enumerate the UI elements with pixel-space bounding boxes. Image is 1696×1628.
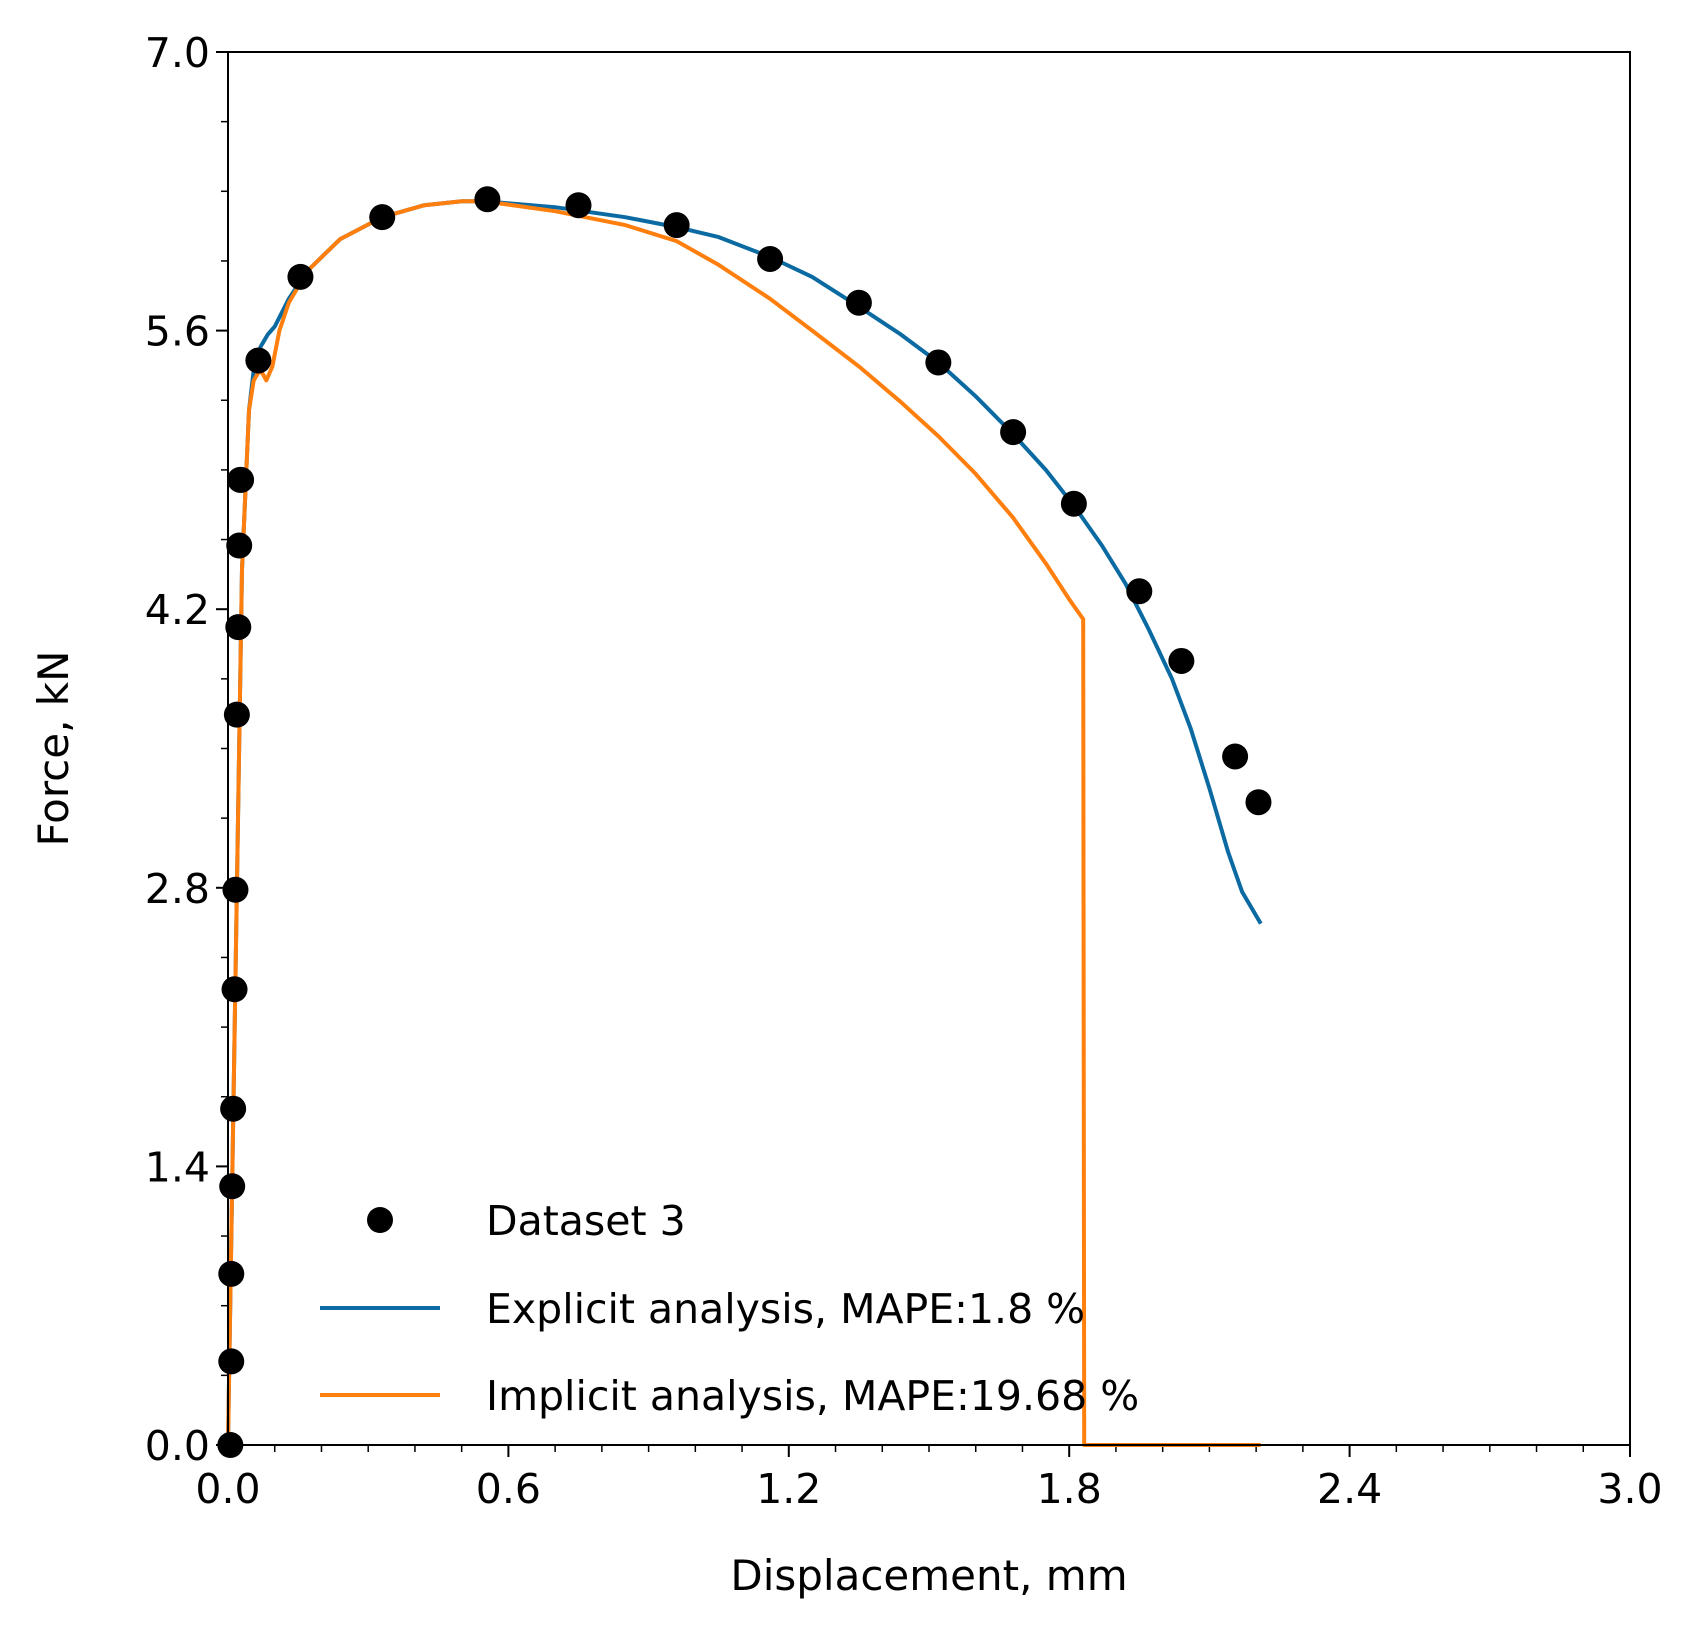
data-point (1245, 789, 1272, 816)
data-point (228, 466, 255, 493)
data-point (1060, 490, 1087, 517)
legend-label-dataset-3: Dataset 3 (486, 1197, 686, 1245)
legend-label-implicit-analysis: Implicit analysis, MAPE:19.68 % (486, 1372, 1139, 1420)
data-point (222, 876, 249, 903)
data-point (225, 614, 252, 641)
y-tick-label: 7.0 (145, 29, 210, 77)
data-point (223, 701, 250, 728)
data-point (1168, 647, 1195, 674)
data-point (663, 212, 690, 239)
y-tick-label: 1.4 (145, 1143, 210, 1191)
legend: Dataset 3 Explicit analysis, MAPE:1.8 % … (320, 1197, 1139, 1420)
y-tick-label: 4.2 (145, 586, 210, 634)
data-point (474, 186, 501, 213)
x-tick-label: 3.0 (1597, 1465, 1662, 1513)
data-point (226, 532, 253, 559)
y-tick-label: 5.6 (145, 308, 210, 356)
data-point (757, 245, 784, 272)
series-layer (217, 186, 1272, 1458)
x-tick-label: 0.6 (476, 1465, 541, 1513)
data-point (219, 1173, 246, 1200)
axis-ticks (216, 51, 1631, 1457)
x-axis-label: Displacement, mm (730, 1551, 1127, 1600)
legend-marker-dataset-3 (367, 1207, 393, 1233)
data-point (1126, 578, 1153, 605)
data-point (221, 976, 248, 1003)
data-point (218, 1260, 245, 1287)
data-point (245, 347, 272, 374)
series-line-1 (226, 199, 1263, 1446)
y-axis-label: Force, kN (29, 650, 78, 846)
axes-frame (227, 51, 1631, 1446)
data-point (1000, 419, 1027, 446)
data-point (925, 349, 952, 376)
data-point (220, 1095, 247, 1122)
data-point (565, 192, 592, 219)
y-tick-label: 0.0 (145, 1422, 210, 1470)
x-tick-label: 1.8 (1037, 1465, 1102, 1513)
series-line-2 (226, 199, 1261, 1447)
data-point (845, 289, 872, 316)
x-tick-label: 1.2 (756, 1465, 821, 1513)
data-point (287, 263, 314, 290)
x-tick-label: 2.4 (1317, 1465, 1382, 1513)
x-tick-label: 0.0 (195, 1465, 260, 1513)
tick-labels: 0.0 0.6 1.2 1.8 2.4 3.0 0.0 1.4 2.8 4.2 5.6 7.0 (145, 29, 1663, 1513)
y-tick-label: 2.8 (145, 865, 210, 913)
data-point (1222, 743, 1249, 770)
legend-label-explicit-analysis: Explicit analysis, MAPE:1.8 % (486, 1285, 1085, 1333)
data-point (369, 204, 396, 231)
data-point (218, 1348, 245, 1375)
